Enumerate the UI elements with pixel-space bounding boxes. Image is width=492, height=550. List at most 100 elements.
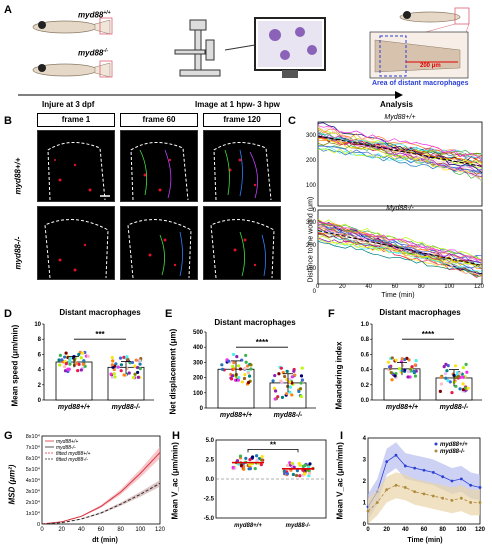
- data-point: [295, 469, 300, 473]
- data-point: [236, 364, 241, 368]
- x-tick-label: 20: [58, 527, 65, 533]
- track-line: [317, 236, 483, 268]
- data-point: [63, 355, 67, 359]
- category-label: myd88-/-: [112, 404, 141, 411]
- data-point: [285, 472, 290, 476]
- series-point: [394, 483, 398, 487]
- y-tick-label: 1: [363, 501, 367, 507]
- track-line: [317, 122, 483, 174]
- data-point: [246, 380, 251, 385]
- data-point: [450, 390, 454, 395]
- category-label: myd88+/+: [386, 404, 418, 411]
- data-point: [259, 462, 263, 467]
- track-line: [317, 221, 483, 269]
- data-point: [240, 380, 244, 384]
- legend-label: myd88-/-: [56, 445, 76, 451]
- data-point: [236, 378, 240, 382]
- i-xlabel: Time (min): [407, 537, 443, 544]
- series-point: [478, 486, 482, 489]
- data-point: [448, 380, 452, 384]
- f-title: Distant macrophages: [379, 308, 461, 317]
- data-point: [298, 387, 303, 391]
- fish-analysis: [369, 7, 470, 79]
- category-label: myd88+/+: [234, 523, 262, 529]
- data-point: [231, 352, 236, 357]
- track-line: [317, 222, 483, 261]
- data-point: [232, 360, 236, 365]
- x-tick-label: 20: [383, 527, 390, 533]
- data-point: [461, 388, 466, 392]
- data-point: [77, 362, 81, 366]
- series-point: [441, 475, 445, 479]
- series-point: [422, 468, 426, 472]
- y-tick-label: 4: [38, 368, 42, 374]
- data-point: [237, 375, 241, 380]
- data-point: [307, 474, 311, 478]
- sig-bracket: [247, 448, 299, 453]
- data-point: [292, 465, 296, 469]
- data-point: [293, 373, 297, 377]
- sig-label: ***: [95, 330, 105, 339]
- data-point: [110, 355, 114, 360]
- data-point: [242, 467, 246, 471]
- data-point: [307, 471, 312, 475]
- data-point: [231, 465, 235, 470]
- data-point: [253, 466, 257, 471]
- data-point: [64, 362, 68, 366]
- micrograph-ko-f60: [120, 206, 198, 280]
- data-point: [81, 362, 85, 366]
- c-ytick: 200: [305, 158, 316, 164]
- data-point: [272, 386, 276, 390]
- data-point: [282, 469, 287, 473]
- series-point: [450, 479, 454, 483]
- monitor-icon: [224, 17, 326, 78]
- data-point: [294, 473, 299, 478]
- data-point: [81, 351, 85, 355]
- micrograph-overlays: [44, 142, 275, 279]
- data-point: [387, 365, 392, 369]
- c-bottom-title: Myd88-/-: [386, 205, 414, 212]
- data-point: [307, 465, 311, 469]
- y-tick-label: -2.5: [204, 497, 215, 503]
- track-line: [317, 125, 483, 161]
- data-point: [390, 356, 394, 360]
- data-point: [288, 390, 292, 394]
- data-point: [297, 389, 301, 394]
- data-point: [122, 355, 126, 359]
- y-tick-label: 8x10⁴: [26, 433, 41, 440]
- micrograph-ko-f1: [37, 206, 115, 280]
- y-tick-label: 100: [193, 391, 204, 397]
- data-point: [308, 462, 312, 466]
- c-xtick: 80: [417, 284, 425, 290]
- data-point: [442, 365, 446, 369]
- data-point: [386, 360, 391, 364]
- x-tick-label: 120: [155, 527, 166, 533]
- c-xtick: 0: [316, 284, 320, 290]
- frame-1-header: frame 1: [37, 113, 115, 127]
- y-tick-label: 300: [193, 360, 204, 366]
- data-point: [406, 375, 410, 379]
- track-line: [317, 225, 483, 265]
- series-point: [459, 496, 463, 500]
- d-title: Distant macrophages: [59, 308, 141, 317]
- series-point: [413, 490, 417, 494]
- y-tick-label: 0: [200, 406, 204, 412]
- data-point: [300, 366, 304, 370]
- y-tick-label: 3x10⁴: [26, 488, 41, 495]
- data-point: [414, 359, 418, 363]
- panel-d-label: D: [4, 308, 12, 320]
- x-tick-label: 0: [366, 527, 370, 533]
- track-line: [317, 125, 483, 182]
- c-xtick: 120: [473, 284, 484, 290]
- data-point: [244, 353, 248, 358]
- e-title: Distant macrophages: [214, 318, 296, 327]
- data-point: [244, 360, 248, 364]
- data-point: [277, 372, 281, 376]
- data-point: [221, 367, 225, 371]
- c-xtick: 100: [444, 284, 455, 290]
- category-label: myd88-/-: [440, 404, 469, 411]
- data-point: [77, 352, 81, 357]
- data-point: [249, 363, 253, 367]
- data-point: [136, 370, 140, 375]
- series-point: [469, 501, 473, 504]
